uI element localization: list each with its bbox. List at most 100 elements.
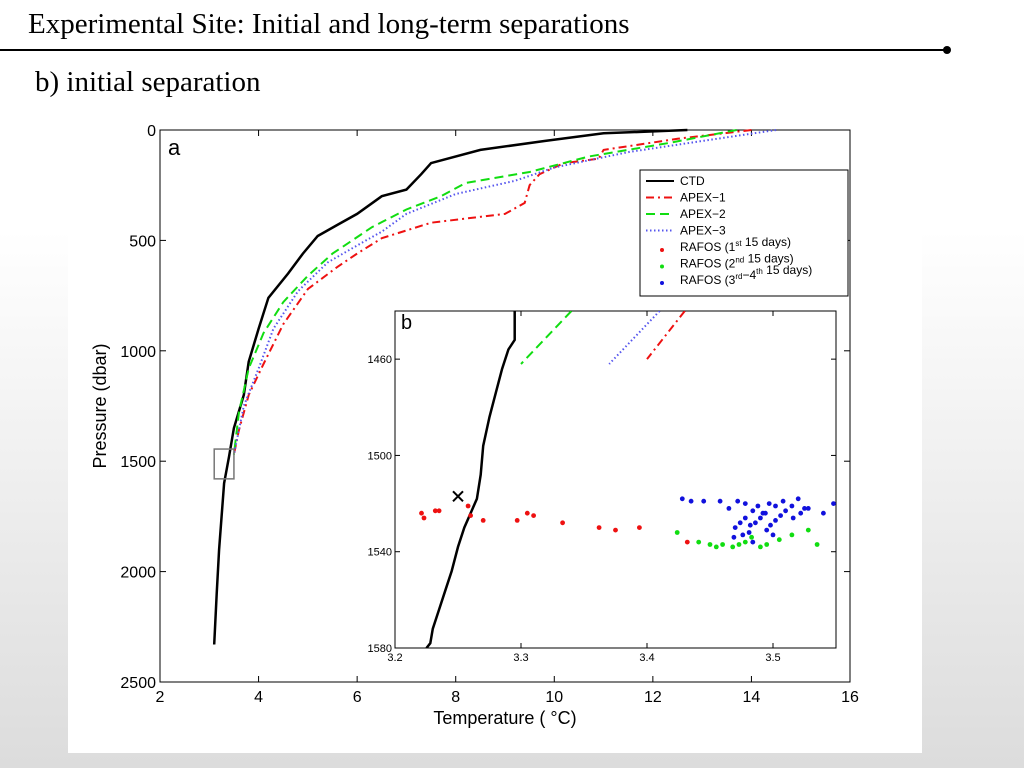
legend-label: RAFOS (2nd 15 days) — [680, 252, 794, 271]
inset-y-tick-label: 1460 — [368, 354, 392, 366]
legend-label-label: RAFOS (3 — [680, 273, 736, 287]
inset-x-tick-label: 3.3 — [513, 652, 528, 664]
legend-label-tail: 15 days) — [744, 252, 793, 266]
legend-label-label: APEX−1 — [680, 191, 726, 205]
data-point-rafos1 — [524, 510, 530, 516]
legend-label: RAFOS (3rd−4th 15 days) — [680, 263, 812, 287]
legend-label-label: RAFOS (2 — [680, 257, 736, 271]
legend-label-sup2: th — [756, 267, 763, 276]
data-point-rafos1 — [613, 527, 618, 533]
data-point-rafos3 — [831, 501, 836, 506]
y-tick-label: 2500 — [120, 675, 156, 692]
data-point-rafos3 — [750, 539, 756, 545]
x-tick-label: 8 — [451, 689, 460, 706]
data-point-rafos2 — [789, 532, 795, 538]
x-tick-label: 6 — [353, 689, 362, 706]
inset-x-tick-label: 3.4 — [639, 652, 654, 664]
data-point-rafos3 — [789, 503, 795, 509]
data-point-rafos3 — [688, 498, 694, 504]
data-point-rafos3 — [731, 534, 737, 540]
slide-title: Experimental Site: Initial and long-term… — [28, 8, 630, 40]
data-point-rafos3 — [717, 498, 723, 504]
data-point-rafos3 — [790, 515, 796, 521]
data-point-rafos2 — [776, 537, 782, 543]
data-point-rafos2 — [758, 544, 763, 550]
legend-label-sup: rd — [735, 272, 742, 281]
legend-label-sup: nd — [735, 256, 744, 265]
x-tick-label: 14 — [743, 689, 761, 706]
y-tick-label: 1500 — [120, 454, 156, 471]
legend-marker-rafos2 — [660, 264, 664, 269]
data-point-rafos3 — [758, 515, 763, 521]
data-point-rafos1 — [637, 525, 642, 530]
data-point-rafos3 — [742, 501, 748, 506]
data-point-rafos3 — [764, 527, 770, 533]
data-point-rafos3 — [795, 496, 801, 502]
legend-label: APEX−3 — [680, 224, 726, 238]
figure-panel: 2 4 6 8 10 12 14 16 0 500 1000 1500 2000 2500 Temperat… — [68, 108, 922, 753]
data-point-rafos3 — [735, 498, 741, 504]
data-point-rafos1 — [432, 508, 438, 514]
series-line-ctd — [212, 128, 688, 645]
data-point-rafos3 — [821, 510, 826, 516]
legend-label-label: CTD — [680, 174, 705, 188]
x-axis-label: Temperature ( °C) — [433, 708, 576, 728]
inset-x-tick-label: 3.2 — [387, 652, 402, 664]
inset-chart-panel-b: 3.2 3.3 3.4 3.5 1460 1500 1540 1580 b — [368, 310, 837, 664]
data-point-rafos3 — [768, 522, 773, 528]
legend-label-label: APEX−3 — [680, 224, 726, 238]
y-tick-label: 2000 — [120, 565, 156, 582]
data-point-rafos2 — [696, 539, 702, 545]
data-point-rafos3 — [701, 498, 707, 504]
y-tick-label: 500 — [129, 233, 156, 250]
data-point-rafos1 — [465, 503, 471, 509]
data-point-rafos1 — [468, 513, 473, 518]
y-axis-label: Pressure (dbar) — [90, 343, 110, 468]
legend-label-mid: −4 — [742, 268, 756, 282]
data-point-rafos3 — [773, 518, 778, 523]
x-tick-label: 16 — [841, 689, 859, 706]
data-point-rafos3 — [747, 522, 753, 528]
title-divider — [0, 49, 948, 51]
inset-plot-frame — [394, 310, 837, 649]
legend-marker-rafos3 — [660, 281, 664, 285]
x-tick-label: 12 — [644, 689, 662, 706]
data-point-rafos3 — [763, 510, 768, 516]
data-point-rafos2 — [707, 542, 713, 547]
legend-label: CTD — [680, 174, 705, 188]
legend-label: APEX−1 — [680, 191, 726, 205]
data-point-rafos1 — [560, 520, 565, 526]
data-point-rafos3 — [783, 508, 788, 514]
data-point-rafos3 — [742, 515, 748, 521]
data-point-rafos3 — [746, 530, 752, 535]
data-point-rafos2 — [730, 544, 736, 550]
data-point-rafos3 — [753, 520, 758, 526]
data-point-rafos2 — [805, 527, 811, 533]
x-tick-label: 4 — [254, 689, 263, 706]
data-point-rafos3 — [802, 506, 807, 511]
data-point-rafos3 — [770, 532, 776, 538]
data-point-rafos2 — [814, 542, 820, 547]
inset-x-tick-label: 3.5 — [765, 652, 780, 664]
legend-label: RAFOS (1st 15 days) — [680, 235, 791, 254]
data-point-rafos2 — [736, 542, 742, 547]
inset-series-line-apex3 — [608, 311, 661, 365]
data-point-rafos3 — [740, 532, 746, 538]
data-point-rafos3 — [766, 501, 772, 506]
legend-marker-rafos1 — [660, 248, 664, 252]
data-point-rafos3 — [778, 513, 783, 518]
data-point-rafos2 — [749, 534, 754, 540]
inset-indicator-box — [213, 448, 235, 480]
y-tick-label: 1000 — [120, 344, 156, 361]
data-point-rafos3 — [755, 503, 761, 509]
data-point-rafos1 — [419, 510, 424, 516]
data-point-rafos1 — [684, 539, 690, 545]
data-point-rafos3 — [726, 506, 732, 511]
legend-label: APEX−2 — [680, 207, 726, 221]
data-point-rafos3 — [780, 498, 786, 504]
data-point-rafos3 — [737, 520, 743, 526]
data-point-rafos2 — [713, 544, 719, 550]
legend-label-sup: st — [735, 239, 742, 248]
x-marker — [452, 490, 464, 503]
